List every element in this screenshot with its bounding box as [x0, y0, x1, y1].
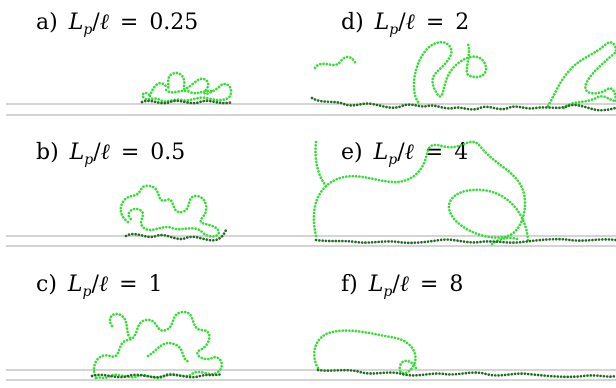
polymer-chains — [90, 40, 616, 380]
chain-c-light — [92, 310, 224, 380]
svg-text:e) Lp/ℓ = 4: e) Lp/ℓ = 4 — [341, 140, 468, 168]
surface-lines — [6, 103, 616, 381]
chain-b-dark — [124, 228, 228, 242]
svg-text:a) Lp/ℓ = 0.: a) Lp/ℓ = 0.25 — [36, 10, 198, 38]
panel-label-a: a) Lp/ℓ = 0.25 — [36, 10, 198, 38]
panel-label-f: f) Lp/ℓ = 8 — [341, 272, 463, 300]
svg-text:f) Lp/ℓ = 8: f) Lp/ℓ = 8 — [341, 272, 463, 300]
chain-b-light — [119, 184, 221, 238]
svg-text:d) Lp/ℓ = 2: d) Lp/ℓ = 2 — [341, 10, 469, 38]
panel-label-c: c) Lp/ℓ = 1 — [36, 272, 163, 300]
panel-label-b: b) Lp/ℓ = 0.5 — [36, 140, 185, 168]
panel-label-e: e) Lp/ℓ = 4 — [341, 140, 468, 168]
chain-d-dark — [310, 96, 616, 112]
panel-label-d: d) Lp/ℓ = 2 — [341, 10, 469, 38]
chain-d-light — [313, 40, 616, 110]
chain-a-dark — [140, 99, 234, 105]
chain-a-light — [141, 71, 233, 103]
svg-text:b) Lp/ℓ = 0.: b) Lp/ℓ = 0.5 — [36, 140, 185, 168]
chain-c-dark — [90, 372, 224, 379]
chain-f-light — [312, 329, 418, 375]
chain-e-dark — [314, 237, 616, 245]
chain-f-dark — [316, 368, 616, 379]
svg-text:c) Lp/ℓ = 1: c) Lp/ℓ = 1 — [36, 272, 163, 300]
